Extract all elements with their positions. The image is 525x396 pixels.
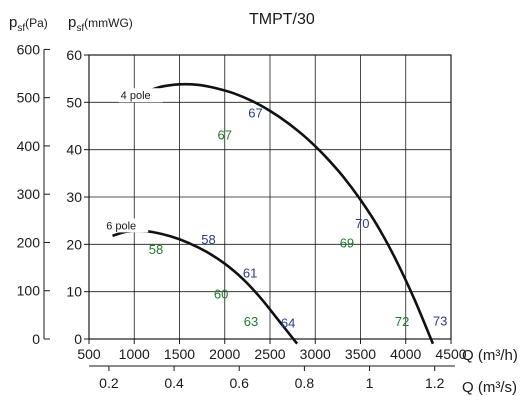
- x-axis-top-label: Q (m³/h): [462, 347, 518, 364]
- x-top-tick-label: 3000: [300, 346, 331, 362]
- noise-level-label: 58: [149, 242, 163, 257]
- x-top-tick-label: 4500: [435, 346, 466, 362]
- y-left-tick-label: 100: [17, 283, 41, 299]
- y-right-tick-label: 40: [66, 142, 82, 158]
- x-axis-bottom-label: Q (m³/s): [462, 379, 517, 396]
- y-right-tick-label: 10: [66, 284, 82, 300]
- x-bottom-tick-label: 0.2: [99, 375, 119, 391]
- y-right-tick-label: 0: [74, 331, 82, 347]
- curves: [112, 82, 435, 345]
- y-right-tick-label: 50: [66, 94, 82, 110]
- noise-level-label: 63: [244, 314, 258, 329]
- noise-level-label: 67: [218, 127, 232, 142]
- curve-6-pole: [112, 229, 299, 345]
- chart-title: TMPT/30: [249, 11, 315, 28]
- noise-level-label: 60: [214, 286, 228, 301]
- x-top-tick-label: 500: [77, 346, 101, 362]
- y-right-tick-label: 60: [66, 47, 82, 63]
- grid: [89, 55, 451, 339]
- y-left-tick-label: 400: [17, 138, 41, 154]
- y-left-tick-label: 600: [17, 41, 41, 57]
- x-top-tick-label: 2000: [209, 346, 240, 362]
- noise-level-label: 69: [340, 236, 354, 251]
- noise-level-label: 64: [281, 316, 295, 331]
- y-left-tick-label: 200: [17, 234, 41, 250]
- series-label-6-pole: 6 pole: [106, 220, 136, 232]
- y-left-tick-label: 0: [32, 331, 40, 347]
- x-bottom-tick-label: 0.8: [295, 375, 315, 391]
- y-right-tick-label: 30: [66, 189, 82, 205]
- noise-level-label: 67: [248, 105, 262, 120]
- noise-level-label: 61: [243, 265, 257, 280]
- series-label-4-pole: 4 pole: [121, 90, 151, 102]
- y-left-tick-label: 300: [17, 186, 41, 202]
- series-label-bg: [118, 88, 163, 103]
- x-bottom-tick-label: 1: [366, 375, 374, 391]
- noise-level-label: 70: [355, 216, 369, 231]
- series-label-bg: [104, 218, 149, 233]
- noise-level-label: 73: [433, 313, 447, 328]
- y-axis-right-label: psf(mmWG): [68, 14, 133, 34]
- x-top-tick-label: 3500: [345, 346, 376, 362]
- y-axis-left-label: psf(Pa): [9, 14, 48, 34]
- x-bottom-tick-label: 0.4: [164, 375, 184, 391]
- axes: 0 100 200 300 400 500 600 0 10 20 30 40 50 60 500 1000 1…: [17, 41, 467, 391]
- x-top-tick-label: 1500: [164, 346, 195, 362]
- series-labels: 4 pole 6 pole: [104, 88, 163, 233]
- y-left-tick-label: 500: [17, 90, 41, 106]
- noise-level-label: 58: [201, 232, 215, 247]
- x-bottom-tick-label: 1.2: [425, 375, 445, 391]
- x-top-tick-label: 2500: [254, 346, 285, 362]
- x-bottom-tick-label: 0.6: [229, 375, 249, 391]
- x-top-tick-label: 1000: [119, 346, 150, 362]
- curve-4-pole: [142, 82, 435, 345]
- x-top-tick-label: 4000: [390, 346, 421, 362]
- y-right-tick-label: 20: [66, 236, 82, 252]
- noise-level-label: 72: [395, 314, 409, 329]
